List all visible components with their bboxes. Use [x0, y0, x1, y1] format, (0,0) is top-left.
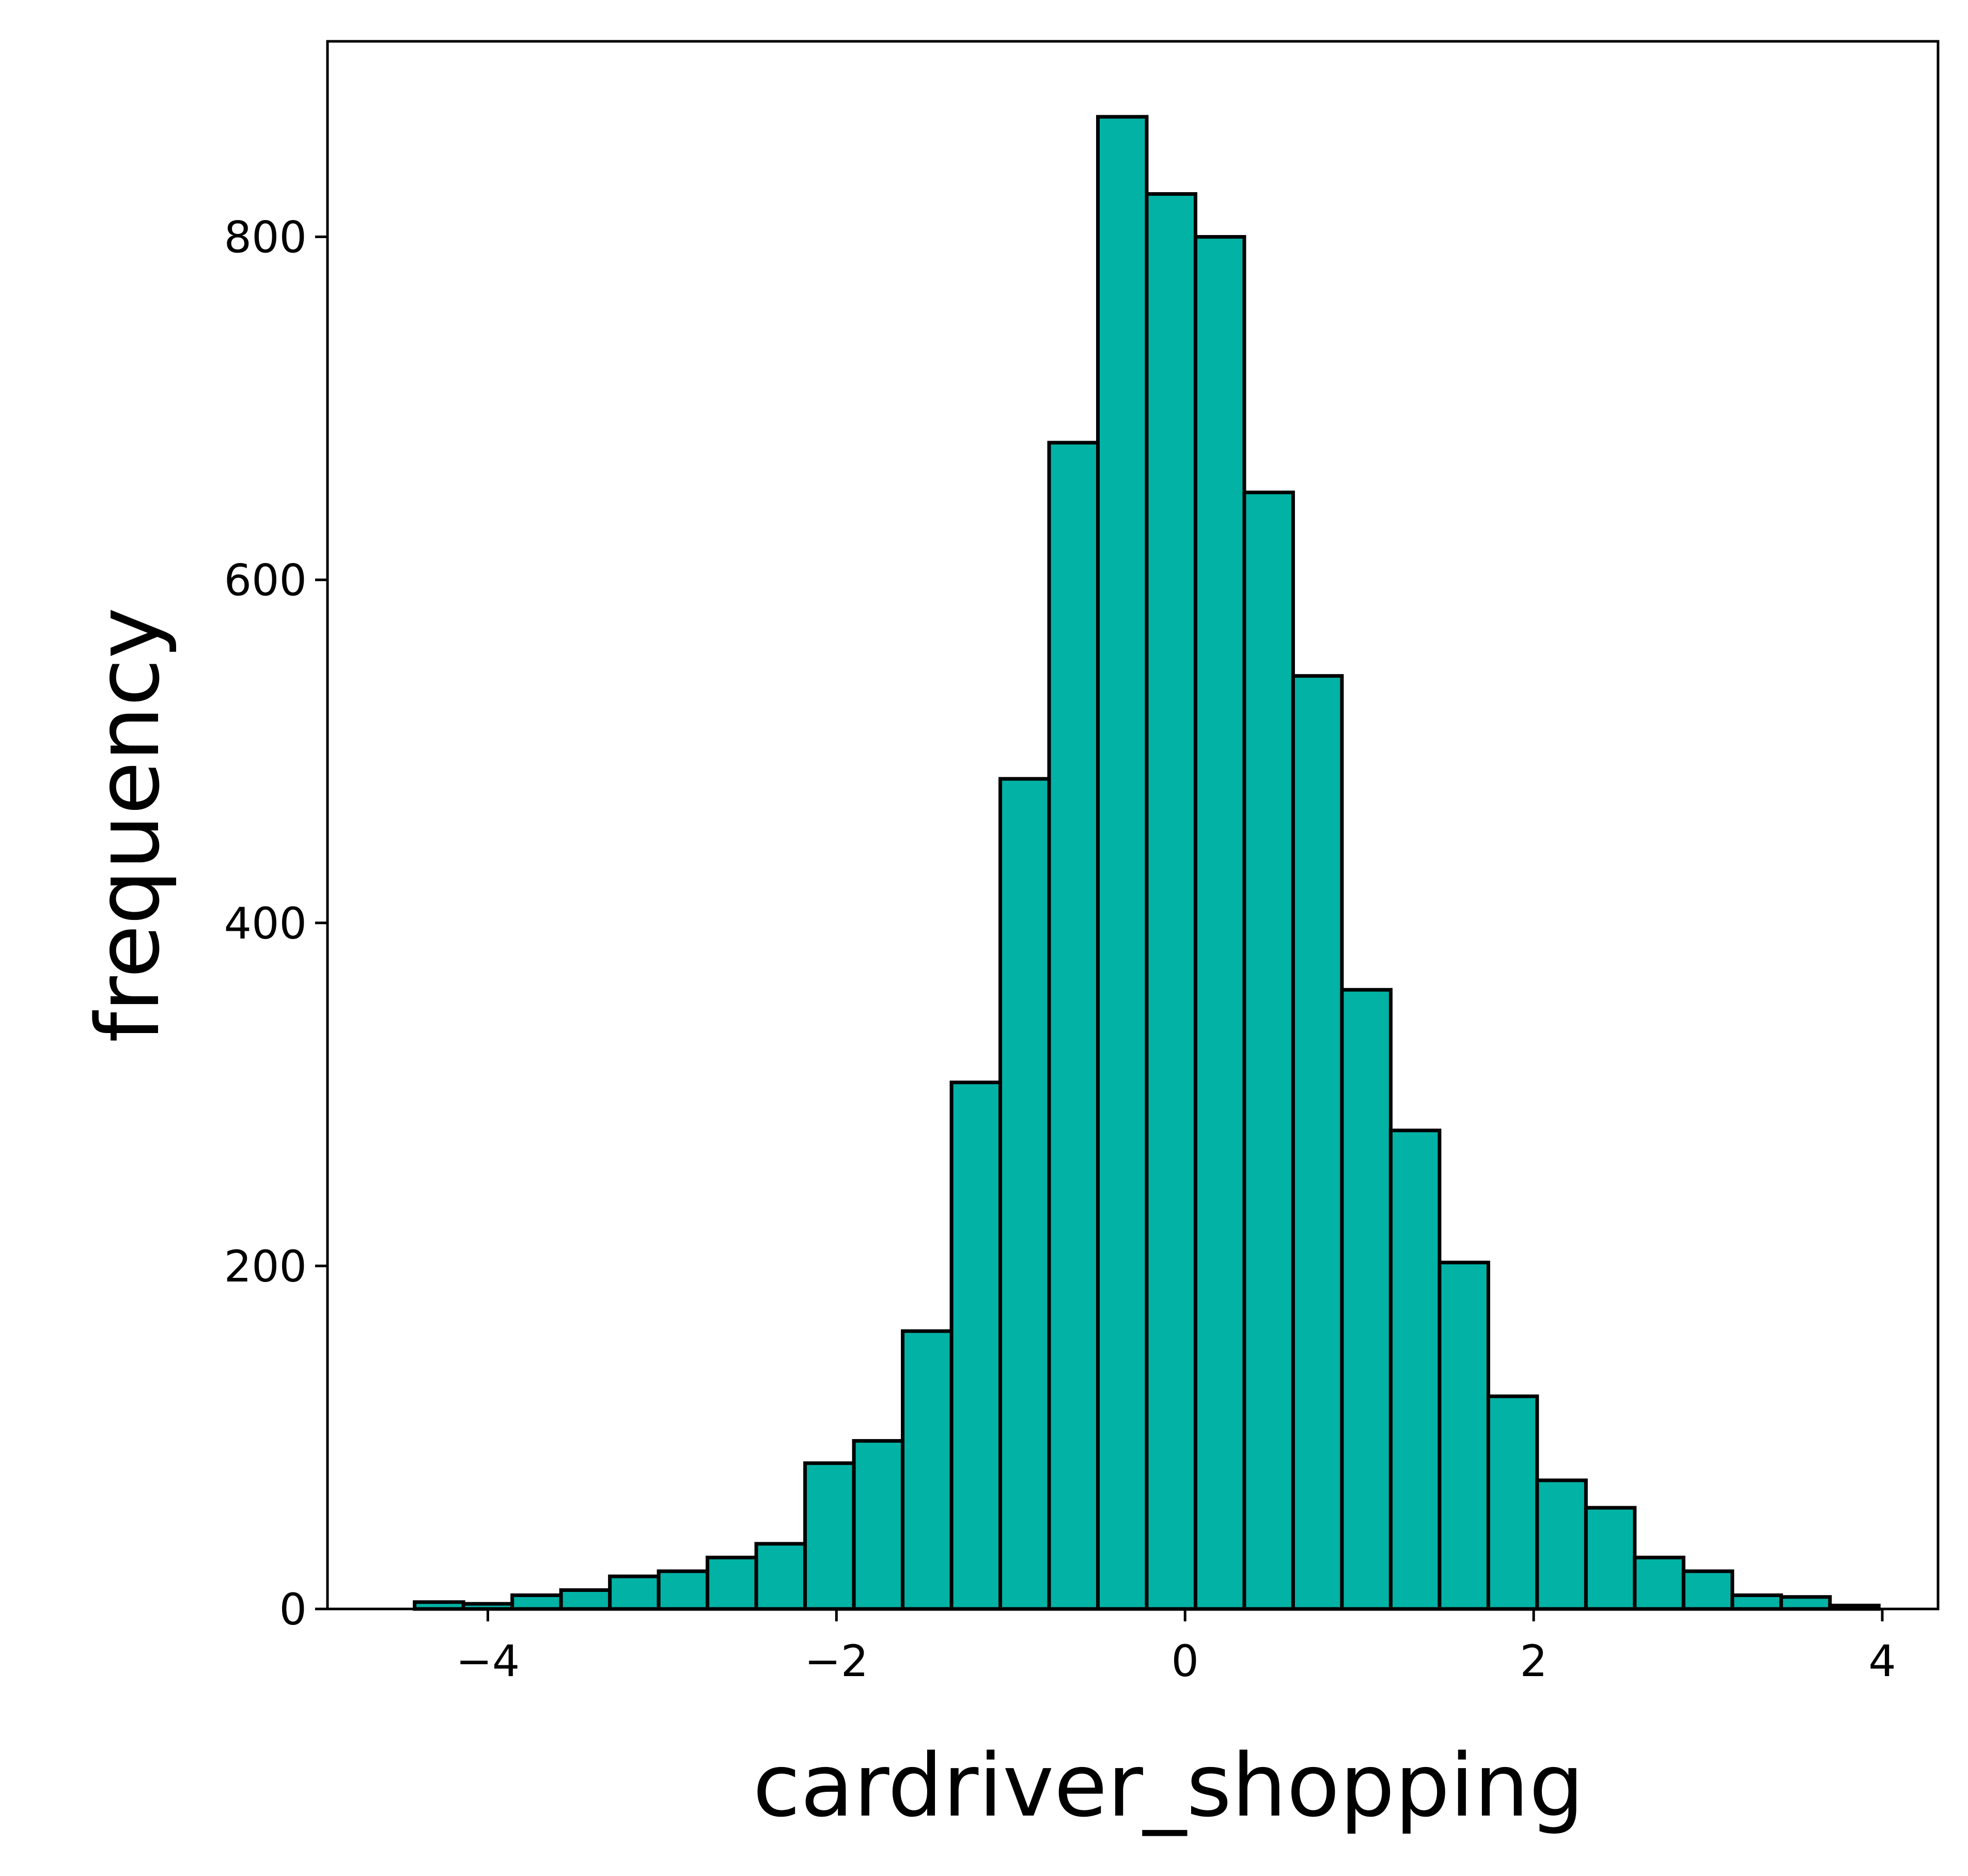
histogram-bar [1438, 1260, 1490, 1611]
y-axis-ticks: 0 200 400 600 800 [224, 212, 327, 1635]
histogram-bar [1291, 674, 1344, 1611]
histogram-bar [1779, 1595, 1832, 1611]
histogram-bar [1242, 490, 1295, 1611]
x-tick-label: 4 [1868, 1636, 1896, 1686]
y-tick-label: 200 [224, 1241, 307, 1292]
x-tick-label: −4 [456, 1636, 520, 1686]
histogram-bar [1681, 1569, 1735, 1611]
bars-layer [413, 115, 1881, 1611]
histogram-bar [1388, 1129, 1442, 1611]
histogram-bar [852, 1439, 905, 1611]
histogram-bar [510, 1593, 563, 1611]
histogram-bar [1633, 1555, 1685, 1611]
histogram-bar [1730, 1593, 1783, 1611]
histogram-bar [1193, 235, 1246, 1611]
x-tick-label: 0 [1172, 1636, 1199, 1686]
histogram-bar [998, 777, 1051, 1611]
histogram-bar [706, 1555, 758, 1611]
y-tick-label: 600 [224, 555, 307, 606]
histogram-bar [949, 1081, 1003, 1611]
y-tick-label: 400 [224, 898, 307, 949]
histogram-bar [901, 1329, 954, 1611]
x-axis-title: cardriver_shopping [753, 1735, 1584, 1836]
histogram-bar [1535, 1478, 1588, 1611]
y-tick-label: 0 [279, 1584, 307, 1635]
histogram-bar [1096, 115, 1149, 1611]
histogram-bar [657, 1569, 710, 1611]
y-axis-title: frequency [77, 607, 179, 1043]
histogram-bar [1486, 1394, 1539, 1611]
plot-frame [326, 40, 1940, 1611]
histogram-bar [803, 1461, 856, 1611]
histogram-bar [754, 1542, 807, 1611]
x-axis-ticks: −4 −2 0 2 4 [456, 1609, 1896, 1686]
histogram-bar [1047, 441, 1100, 1611]
histogram-bar [1145, 192, 1197, 1611]
x-tick-label: −2 [804, 1636, 868, 1686]
histogram-bar [559, 1588, 612, 1611]
x-tick-label: 2 [1520, 1636, 1547, 1686]
histogram-bar [1340, 988, 1393, 1611]
y-tick-label: 800 [224, 212, 307, 263]
histogram-bar [1584, 1506, 1637, 1611]
histogram-bar [608, 1574, 661, 1611]
